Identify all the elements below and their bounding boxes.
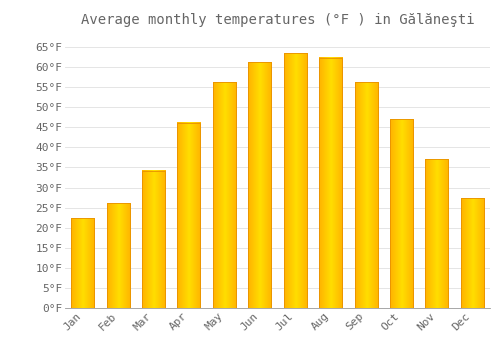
Bar (71, 218, 94, 308)
Bar (178, 122, 201, 308)
Bar (426, 160, 448, 308)
Bar (213, 82, 236, 308)
Bar (106, 203, 130, 308)
Bar (248, 62, 272, 308)
Bar (319, 58, 342, 308)
Bar (390, 119, 413, 308)
Bar (461, 198, 484, 308)
Bar (319, 58, 342, 308)
Bar (106, 203, 130, 308)
Bar (354, 82, 378, 308)
Bar (248, 62, 272, 308)
Bar (354, 82, 378, 308)
Bar (284, 54, 306, 308)
Bar (142, 171, 165, 308)
Bar (142, 171, 165, 308)
Bar (461, 198, 484, 308)
Bar (71, 218, 94, 308)
Title: Average monthly temperatures (°F ) in Gălăneşti: Average monthly temperatures (°F ) in Gă… (80, 13, 474, 27)
Bar (390, 119, 413, 308)
Bar (178, 122, 201, 308)
Bar (426, 160, 448, 308)
Bar (284, 54, 306, 308)
Bar (213, 82, 236, 308)
